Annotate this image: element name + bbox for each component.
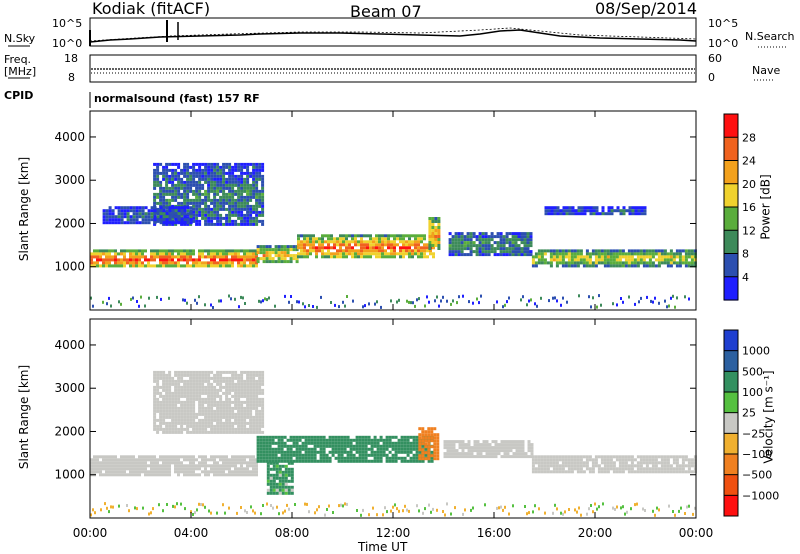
colorbar-segment — [724, 137, 738, 162]
echo-band-2 — [297, 234, 435, 259]
colorbar-tick-label: −500 — [742, 469, 772, 482]
y-tick-label: 4000 — [54, 130, 85, 144]
colorbar-segment — [724, 207, 738, 231]
date-title: 08/Sep/2014 — [595, 0, 698, 18]
colorbar-segment — [724, 330, 738, 352]
noise-tick-bottom-left: 10^0 — [52, 37, 83, 50]
echo-band-0 — [90, 455, 258, 477]
colorbar-frame — [723, 329, 739, 517]
near-range-clutter — [90, 294, 690, 309]
echo-band-7 — [102, 206, 193, 225]
noise-trace-search — [89, 27, 697, 42]
colorbar-tick-label: 24 — [742, 155, 756, 168]
beam-title: Beam 07 — [350, 2, 422, 21]
colorbar-tick-label: 1000 — [742, 345, 770, 358]
echo-band-4 — [443, 440, 534, 459]
echo-band-1 — [256, 245, 299, 264]
echo-band-3 — [418, 427, 440, 461]
x-tick-label: 08:00 — [275, 526, 310, 540]
noise-tick-top-left: 10^5 — [52, 17, 83, 30]
x-tick-label: 00:00 — [73, 526, 108, 540]
freq-panel — [89, 54, 697, 83]
cpid-value: normalsound (fast) 157 RF — [94, 92, 260, 105]
colorbar-tick-label: 100 — [742, 386, 763, 399]
freq-unit: [MHz] — [4, 65, 37, 78]
colorbar-segment — [724, 433, 738, 455]
freq-label: Freq. — [4, 53, 32, 66]
axes-ticks: 1000 2000 3000 4000 1000 2000 3000 4000 00:00 04:… — [54, 111, 713, 540]
colorbar-segment — [724, 454, 738, 476]
colorbar-segment — [724, 474, 738, 496]
x-tick-label: 16:00 — [477, 526, 512, 540]
y-tick-label: 2000 — [54, 216, 85, 230]
echo-band-0 — [90, 249, 258, 268]
nave-label: Nave — [752, 64, 781, 77]
noise-tick-bottom-right: 10^0 — [708, 37, 739, 50]
freq-tick-bottom: 8 — [68, 71, 75, 84]
colorbar-segment — [724, 114, 738, 138]
freq-tick-top: 18 — [64, 52, 78, 65]
colorbar-tick-label: 16 — [742, 201, 756, 214]
echo-band-3 — [428, 217, 441, 250]
echo-band-5 — [531, 455, 697, 474]
y-tick-label: 3000 — [54, 381, 85, 395]
noise-trace — [89, 29, 697, 43]
nave-tick-top: 60 — [708, 52, 722, 65]
x-tick-label: 20:00 — [578, 526, 613, 540]
cpid-label: CPID — [4, 89, 34, 102]
y-tick-label: 3000 — [54, 173, 85, 187]
echo-band-4 — [448, 232, 533, 257]
y-tick-label: 2000 — [54, 424, 85, 438]
y-tick-label: 1000 — [54, 260, 85, 274]
nave-tick-bottom: 0 — [708, 71, 715, 84]
noise-panel — [89, 17, 697, 47]
colorbar-segment — [724, 350, 738, 372]
echo-band-1 — [256, 435, 434, 463]
near-range-clutter — [90, 502, 696, 517]
x-tick-label: 00:00 — [679, 526, 714, 540]
colorbar-segment — [724, 230, 738, 255]
colorbar-segment — [724, 371, 738, 393]
x-axis-label: Time UT — [358, 540, 408, 554]
colorbar-segment — [724, 276, 738, 301]
x-tick-label: 12:00 — [376, 526, 411, 540]
station-title: Kodiak (fitACF) — [92, 0, 211, 18]
nsky-label: N.Sky — [4, 32, 36, 45]
colorbar-segment — [724, 160, 738, 185]
colorbar-tick-label: 4 — [742, 271, 749, 284]
colorbar-tick-label: −100 — [742, 448, 772, 461]
y-tick-label: 1000 — [54, 468, 85, 482]
colorbar-tick-label: 8 — [742, 248, 749, 261]
velocity-colorbar: 1000 500 100 25 −25 −100 −500 −1000 — [723, 329, 779, 517]
colorbar-tick-label: 20 — [742, 178, 756, 191]
x-tick-label: 04:00 — [174, 526, 209, 540]
power-colorbar: 4 8 12 16 20 24 28 — [723, 113, 756, 301]
colorbar-tick-label: −1000 — [742, 489, 779, 502]
echo-band-5 — [531, 249, 697, 268]
echo-band-6 — [153, 370, 265, 434]
power-panel-marks — [90, 162, 697, 309]
colorbar-segment — [724, 495, 738, 517]
colorbar-segment — [724, 392, 738, 414]
echo-band-8 — [544, 206, 647, 216]
y-tick-label: 4000 — [54, 338, 85, 352]
noise-tick-top-right: 10^5 — [708, 17, 739, 30]
colorbar-tick-label: −25 — [742, 427, 765, 440]
colorbar-segment — [724, 412, 738, 434]
colorbar-tick-label: 25 — [742, 407, 756, 420]
colorbar-segment — [724, 253, 738, 278]
nsearch-label: N.Search — [745, 30, 795, 43]
colorbar-tick-label: 12 — [742, 224, 756, 237]
colorbar-tick-label: 28 — [742, 131, 756, 144]
echo-band-6 — [153, 162, 265, 226]
colorbar-segment — [724, 183, 738, 208]
velocity-panel-marks — [90, 370, 697, 517]
echo-band-2 — [266, 461, 294, 495]
colorbar-tick-label: 500 — [742, 365, 763, 378]
